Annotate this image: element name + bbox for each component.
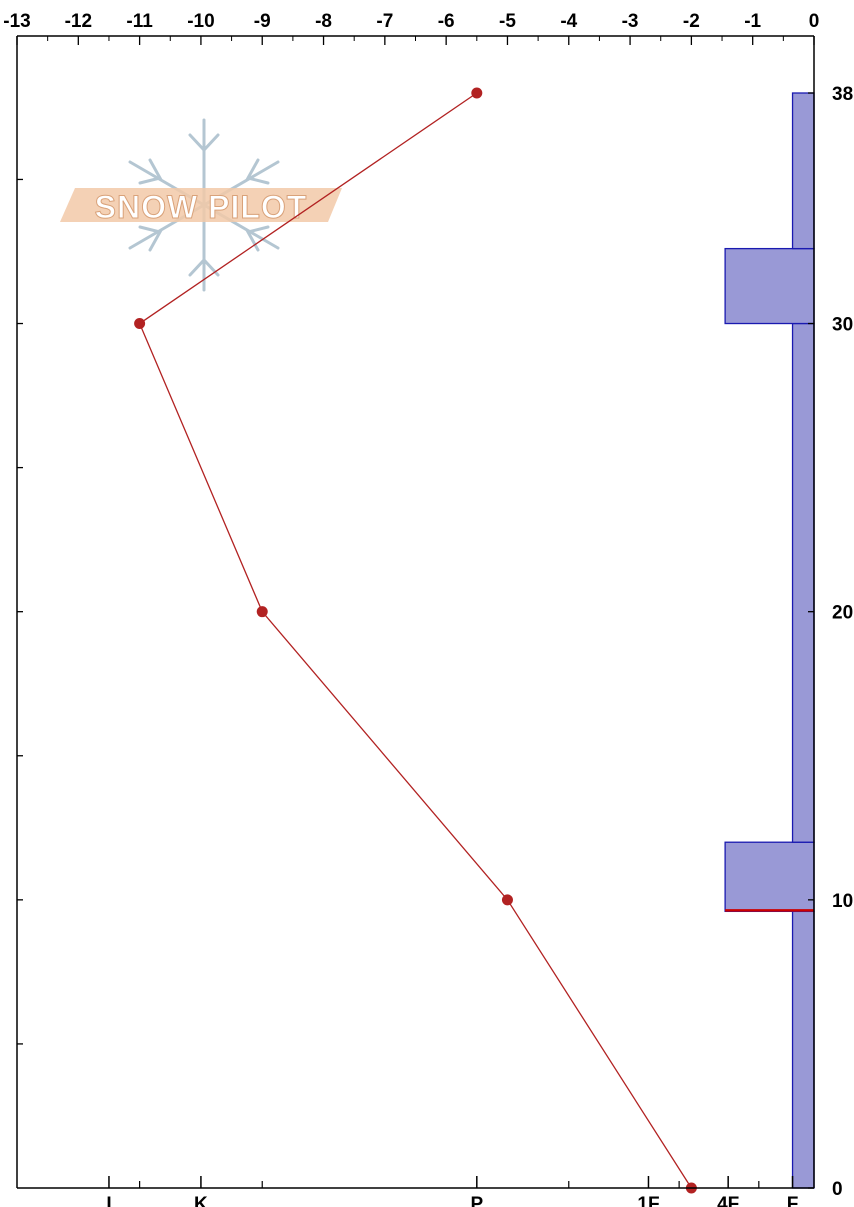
top-axis-tick-label: -13 <box>3 11 30 32</box>
temperature-point <box>134 318 146 330</box>
watermark-text: SNOW PILOT <box>95 189 308 225</box>
bottom-axis-tick-label: P <box>470 1194 483 1207</box>
bottom-axis-tick-label: 4F <box>717 1194 739 1207</box>
watermark-band <box>60 188 342 222</box>
hardness-layer-bar <box>724 841 815 913</box>
temperature-point <box>471 87 483 99</box>
top-axis-tick-label: -5 <box>499 11 516 32</box>
top-axis-tick-label: -6 <box>438 11 455 32</box>
snow-pilot-watermark: SNOW PILOT <box>60 118 342 292</box>
top-axis-tick-label: -3 <box>622 11 639 32</box>
bottom-axis-tick-label: F <box>787 1194 799 1207</box>
top-axis-tick-label: -11 <box>126 11 153 32</box>
top-axis-tick-label: 0 <box>809 11 820 32</box>
right-axis-tick-label: 20 <box>832 603 853 624</box>
bottom-axis-tick-label: 1F <box>637 1194 659 1207</box>
right-axis-tick-label: 30 <box>832 315 853 336</box>
top-axis-tick-label: -2 <box>683 11 700 32</box>
top-axis-tick-label: -4 <box>560 11 577 32</box>
top-axis-tick-label: -12 <box>65 11 92 32</box>
top-axis-tick-label: -1 <box>744 11 761 32</box>
right-axis-tick-label: 38 <box>832 84 853 105</box>
top-axis-tick-label: -9 <box>254 11 271 32</box>
top-axis-tick-label: -10 <box>187 11 214 32</box>
hardness-layer-bar <box>791 92 815 250</box>
temperature-point <box>256 606 268 618</box>
hardness-layer-bar <box>791 322 815 843</box>
hardness-layer-bar <box>791 910 815 1189</box>
right-axis-tick-label: 0 <box>832 1179 843 1200</box>
bottom-axis-tick-label: K <box>194 1194 208 1207</box>
right-axis-tick-label: 10 <box>832 891 853 912</box>
bottom-axis-tick-label: I <box>106 1194 111 1207</box>
temperature-line <box>138 92 692 1189</box>
temperature-point <box>501 894 513 906</box>
hardness-layer-bar <box>724 247 815 325</box>
top-axis-tick-label: -7 <box>376 11 393 32</box>
top-axis-tick-label: -8 <box>315 11 332 32</box>
